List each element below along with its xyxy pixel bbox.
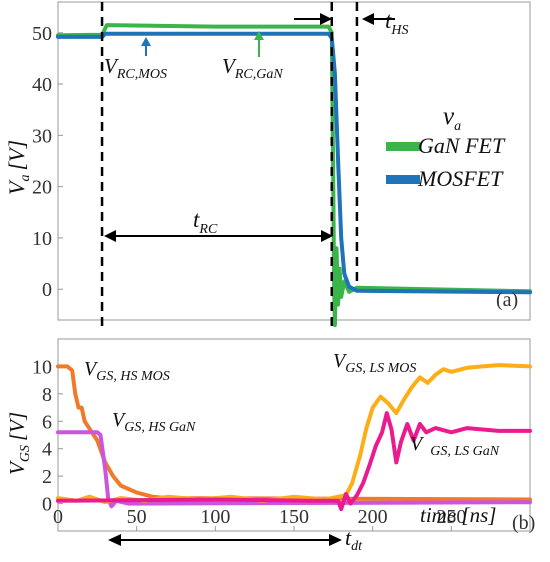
x-tick-label: 200 <box>358 506 388 528</box>
label-trc: tRC <box>193 207 218 237</box>
y-tick-label: 20 <box>32 177 52 199</box>
x-tick-label: 150 <box>279 506 309 528</box>
tdt-arrow-left <box>108 534 121 546</box>
y-axis-label-a: Va[V] <box>4 140 33 195</box>
x-tick-label: 50 <box>127 506 147 528</box>
panel-a: 0 10 20 30 40 50 Va[V] VRC,MOS VRC,GaN tRC tH… <box>4 1 532 330</box>
y-tick-label: 50 <box>32 23 52 45</box>
legend-swatch-gan <box>386 142 420 151</box>
series-line-1-3 <box>56 411 532 512</box>
y-tick-label: 6 <box>42 411 52 433</box>
trc-arrow-right <box>321 230 333 242</box>
legend-swatch-mos <box>386 175 420 184</box>
tdt-arrow-right <box>329 534 342 546</box>
label-vgs-ls-gan: V GS, LS GaN <box>410 433 500 459</box>
plot-frame-a <box>57 1 531 321</box>
label-vrc-mos: VRC,MOS <box>104 54 167 82</box>
legend-title: va <box>443 103 461 134</box>
y-tick-label: 0 <box>42 494 52 516</box>
label-vgs-hs-gan: VGS, HS GaN <box>112 409 196 435</box>
y-tick-label: 0 <box>42 279 52 301</box>
ths-arrowhead-left <box>320 13 332 25</box>
trc-arrow-left <box>104 230 116 242</box>
series-line-0-1 <box>56 31 532 295</box>
label-vgs-ls-mos: VGS, LS MOS <box>333 350 416 376</box>
label-vgs-hs-mos: VGS, HS MOS <box>84 358 170 384</box>
ths-arrowhead-right <box>362 13 374 25</box>
x-tick-label: 250 <box>436 506 466 528</box>
y-tick-label: 10 <box>32 356 52 378</box>
x-tick-label: 100 <box>200 506 230 528</box>
series-line-0-0 <box>56 23 532 328</box>
panel-label-a: (a) <box>496 289 518 311</box>
panel-label-b: (b) <box>512 512 535 534</box>
label-vrc-gan: VRC,GaN <box>222 54 283 82</box>
dashed-markers <box>100 2 359 330</box>
y-ticks-a: 0 10 20 30 40 50 <box>32 23 63 301</box>
y-tick-label: 8 <box>42 384 52 406</box>
label-tdt: tdt <box>345 525 363 554</box>
y-tick-label: 40 <box>32 74 52 96</box>
y-tick-label: 2 <box>42 466 52 488</box>
x-axis-label: time [ns] <box>420 503 496 527</box>
x-ticks-b: 0 50 100 150 200 250 <box>53 506 466 531</box>
y-tick-label: 4 <box>42 439 52 461</box>
arrowhead-vrc-mos <box>141 37 151 46</box>
y-tick-label: 10 <box>32 228 52 250</box>
y-axis-label-b: VGS[V] <box>5 412 33 475</box>
series-line-1-0 <box>56 364 532 502</box>
x-tick-label: 0 <box>53 506 63 528</box>
legend-label-mos: MOSFET <box>417 166 504 191</box>
legend-label-gan: GaN FET <box>418 133 506 158</box>
arrowhead-vrc-gan <box>254 31 264 40</box>
label-ths: tHS <box>385 8 409 38</box>
series-group-b <box>56 363 532 512</box>
legend-a: va GaN FET MOSFET <box>386 103 506 191</box>
y-tick-label: 30 <box>32 125 52 147</box>
series-group-a <box>56 23 532 328</box>
